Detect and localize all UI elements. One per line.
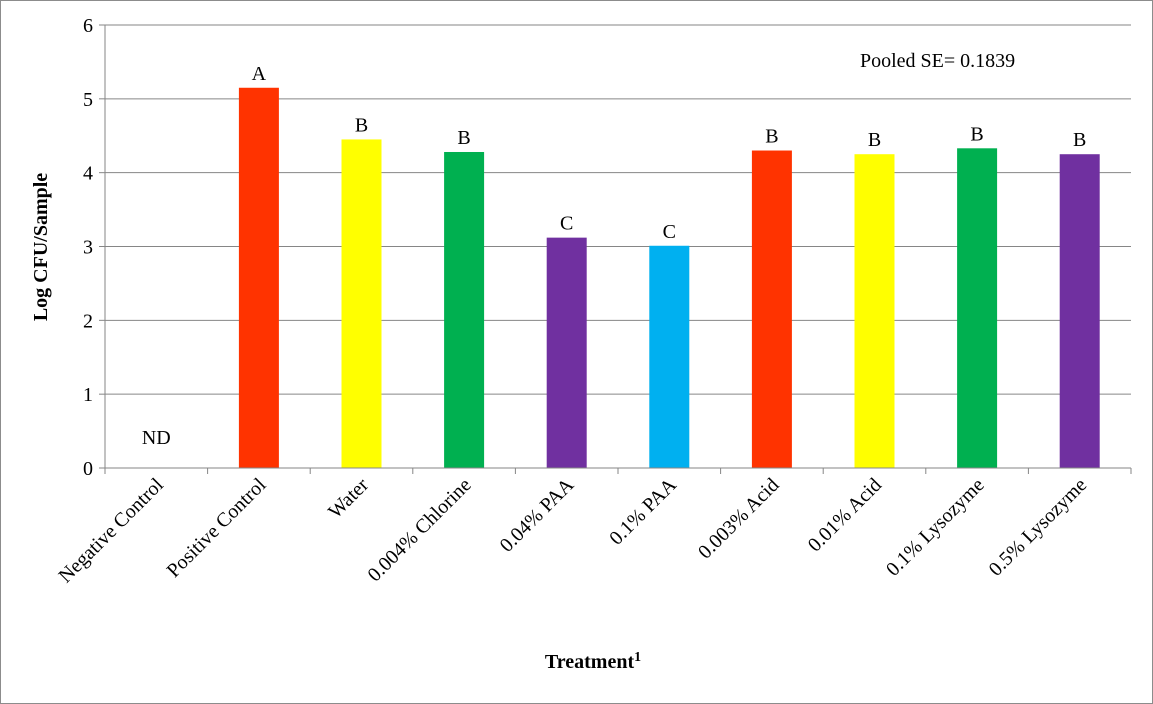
- x-tick-label: 0.5% Lysozyme: [985, 474, 1092, 581]
- y-tick-labels: 0 1 2 3 4 5 6: [83, 15, 93, 480]
- bar-label: B: [970, 123, 983, 145]
- bar: [546, 237, 587, 468]
- bar: [751, 150, 792, 468]
- y-tick-label: 4: [83, 163, 93, 185]
- bar: [1059, 154, 1100, 469]
- y-tick-label: 2: [83, 310, 93, 332]
- y-tick-label: 3: [83, 237, 93, 259]
- axes: [104, 25, 1131, 469]
- x-tick-label: Water: [324, 474, 373, 523]
- bar-label: B: [1073, 129, 1086, 151]
- x-tick-label: 0.003% Acid: [694, 474, 783, 563]
- x-tick-label: 0.1% PAA: [605, 474, 681, 550]
- y-tick-label: 1: [83, 384, 93, 406]
- bar-letter-labels: ND A B B C C B B B B: [142, 63, 1087, 449]
- y-tick-label: 0: [83, 458, 93, 480]
- bar: [649, 245, 690, 468]
- y-tick-label: 5: [83, 89, 93, 111]
- x-tick-label: Negative Control: [54, 474, 168, 588]
- bar: [854, 154, 895, 469]
- bar-label: B: [355, 114, 368, 136]
- x-axis-title-text: Treatment: [545, 651, 635, 673]
- bar-label: C: [560, 213, 573, 235]
- x-axis-title-superscript: 1: [634, 650, 641, 665]
- bar-label: C: [663, 221, 676, 243]
- bar-label: B: [868, 129, 881, 151]
- bar: [238, 87, 279, 468]
- x-tick-label: 0.01% Acid: [804, 474, 886, 556]
- bar-label: B: [765, 126, 778, 148]
- y-tick-label: 6: [83, 15, 93, 37]
- bar-label: A: [252, 63, 267, 85]
- x-tick-label: 0.04% PAA: [496, 474, 579, 557]
- bars: [238, 87, 1100, 469]
- pooled-se-annotation: Pooled SE= 0.1839: [860, 50, 1015, 72]
- y-axis-title: Log CFU/Sample: [30, 173, 52, 321]
- bar-label: ND: [142, 427, 171, 449]
- bar: [957, 148, 998, 468]
- bar: [444, 151, 485, 468]
- x-tick-label: Positive Control: [163, 474, 271, 582]
- bar: [341, 139, 382, 469]
- bar-label: B: [457, 127, 470, 149]
- x-tick-label: 0.004% Chlorine: [363, 474, 475, 586]
- x-axis-title: Treatment1: [545, 650, 641, 673]
- x-tick-label: 0.1% Lysozyme: [882, 474, 989, 581]
